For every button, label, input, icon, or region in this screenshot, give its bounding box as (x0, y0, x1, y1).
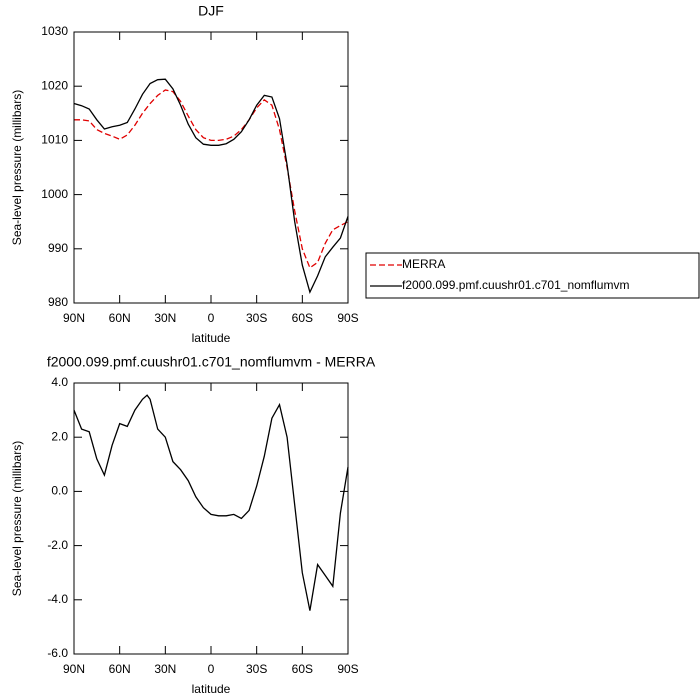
x-tick-label: 60S (292, 311, 313, 325)
plot-frame (73, 31, 349, 304)
x-tick-label: 90N (63, 311, 85, 325)
chart-title: f2000.099.pmf.cuushr01.c701_nomflumvm - … (47, 354, 376, 370)
x-axis-label: latitude (192, 331, 231, 345)
y-tick-label: 0.0 (51, 484, 68, 498)
line-series (74, 89, 349, 269)
x-tick-label: 30S (246, 311, 267, 325)
x-tick-label: 60S (292, 662, 313, 676)
legend-box (365, 252, 700, 299)
plot-frame (73, 382, 349, 655)
y-tick-label: 1000 (41, 187, 68, 201)
y-tick-label: -6.0 (47, 646, 68, 660)
y-tick-label: 1030 (41, 24, 68, 38)
y-axis-label: Sea-level pressure (millibars) (10, 90, 24, 245)
x-tick-label: 0 (208, 311, 215, 325)
legend-label: MERRA (402, 257, 445, 271)
x-tick-label: 90N (63, 662, 85, 676)
y-tick-label: 980 (48, 295, 68, 309)
y-tick-label: -2.0 (47, 538, 68, 552)
chart-title: DJF (198, 3, 224, 19)
y-tick-label: 990 (48, 241, 68, 255)
x-axis-label: latitude (192, 682, 231, 696)
x-tick-label: 30S (246, 662, 267, 676)
x-tick-label: 30N (154, 662, 176, 676)
x-tick-label: 60N (109, 662, 131, 676)
legend-label: f2000.099.pmf.cuushr01.c701_nomflumvm (402, 278, 629, 292)
x-tick-label: 0 (208, 662, 215, 676)
y-tick-label: 2.0 (51, 429, 68, 443)
x-tick-label: 90S (337, 311, 358, 325)
line-series (73, 394, 349, 611)
y-tick-label: 1010 (41, 133, 68, 147)
y-tick-label: -4.0 (47, 592, 68, 606)
x-tick-label: 60N (109, 311, 131, 325)
y-tick-label: 1020 (41, 78, 68, 92)
y-tick-label: 4.0 (51, 375, 68, 389)
line-series (73, 78, 349, 295)
x-tick-label: 30N (154, 311, 176, 325)
x-tick-label: 90S (337, 662, 358, 676)
y-axis-label: Sea-level pressure (millibars) (10, 441, 24, 596)
